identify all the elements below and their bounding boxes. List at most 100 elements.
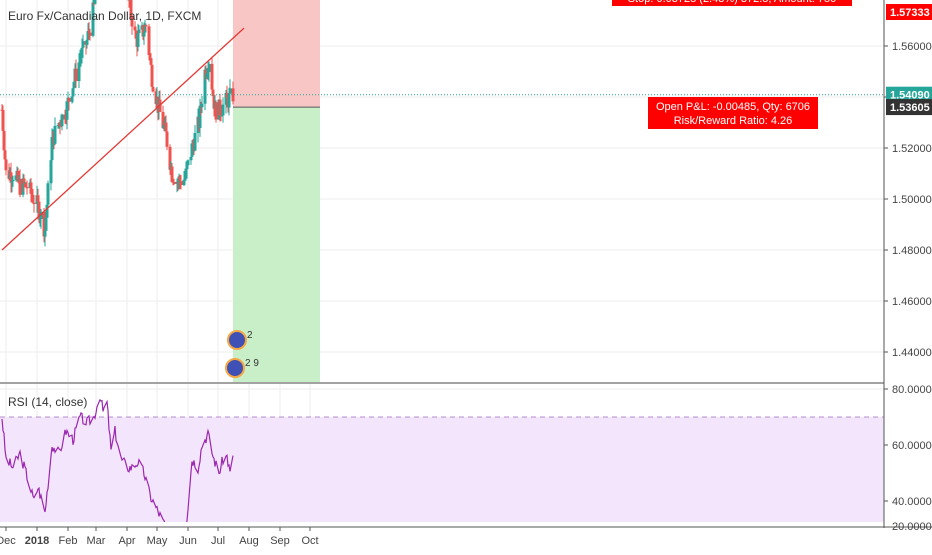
candle-body <box>37 201 41 220</box>
candle-body <box>22 178 26 185</box>
candle-body <box>231 88 235 102</box>
candle-body <box>147 26 151 55</box>
event-badge-icon[interactable] <box>225 358 245 378</box>
x-tick-label: Feb <box>59 535 78 547</box>
candle-body <box>49 160 53 184</box>
rsi-title: RSI (14, close) <box>8 395 87 409</box>
candle-body <box>86 31 90 40</box>
x-tick-label: 2018 <box>25 535 49 547</box>
candle-body <box>165 131 169 147</box>
candle-body <box>129 0 133 17</box>
event-badge-icon[interactable] <box>227 330 247 350</box>
y-tick-label: 1.46000 <box>892 296 932 308</box>
price-label: 1.53605 <box>890 102 930 114</box>
candle-body <box>141 25 145 37</box>
candle-body <box>87 31 91 33</box>
candle-body <box>64 119 68 121</box>
event-badge-label: 2 9 <box>245 358 259 369</box>
candle-body <box>29 182 33 194</box>
candle-body <box>225 92 229 98</box>
x-tick-label: Dec <box>0 535 16 547</box>
candle-body <box>45 204 49 218</box>
candle-body <box>207 63 211 73</box>
candle-body <box>81 41 85 48</box>
candle-body <box>42 211 46 237</box>
candle-body <box>25 187 29 189</box>
candle-body <box>179 181 183 186</box>
candle-body <box>190 143 194 157</box>
candle-body <box>10 181 14 183</box>
candle-body <box>72 81 76 89</box>
candle-body <box>14 175 18 180</box>
rsi-line <box>1 398 234 522</box>
candle-body <box>182 179 186 186</box>
x-tick-label: May <box>147 535 168 547</box>
candle-body <box>80 47 84 58</box>
candle-body <box>30 193 34 197</box>
candle-body <box>74 68 78 82</box>
candle-body <box>150 64 154 87</box>
y-tick-label: 1.56000 <box>892 41 932 53</box>
candle-body <box>200 103 204 108</box>
y-tick-label: 1.50000 <box>892 194 932 206</box>
candle-body <box>161 111 165 129</box>
candle-body <box>203 69 207 104</box>
candle-body <box>24 183 28 188</box>
candle-body <box>218 99 222 116</box>
candle-body <box>211 89 215 95</box>
candle-body <box>224 92 228 105</box>
candle-body <box>32 202 36 204</box>
event-badge-label: 2 <box>247 330 253 341</box>
candle-body <box>79 57 83 60</box>
candle-body <box>11 179 15 182</box>
stop-label: Stop: 0.03728 (2.43%) 372.8, Amount: 750 <box>628 0 837 5</box>
chart-title: Euro Fx/Canadian Dollar, 1D, FXCM <box>8 9 201 23</box>
trendline[interactable] <box>1 27 245 251</box>
candle-body <box>88 32 92 36</box>
candle-body <box>46 183 50 205</box>
candle-body <box>59 126 63 128</box>
candle-body <box>220 115 224 117</box>
candle-body <box>36 195 40 202</box>
candle-body <box>58 122 62 127</box>
candle-body <box>212 94 216 109</box>
stop-zone <box>233 0 320 108</box>
price-label-box <box>886 86 932 103</box>
candle-body <box>151 86 155 92</box>
pnl-label: Open P&L: -0.00485, Qty: 6706 <box>656 101 810 113</box>
candle-body <box>168 146 172 170</box>
candle-body <box>136 33 140 47</box>
candle-body <box>206 72 210 74</box>
candle-body <box>142 32 146 37</box>
candle-body <box>175 181 179 184</box>
x-tick-label: Jul <box>211 535 225 547</box>
target-zone <box>233 107 320 382</box>
candle-body <box>198 105 202 129</box>
candle-body <box>63 114 67 120</box>
candle-body <box>85 39 89 45</box>
candle-body <box>21 178 25 195</box>
candle-body <box>162 125 166 129</box>
x-tick-label: Aug <box>239 535 259 547</box>
candle-body <box>50 137 54 161</box>
candle-body <box>137 29 141 34</box>
candle-body <box>38 219 42 221</box>
candle-body <box>204 69 208 77</box>
candle-body <box>143 25 147 33</box>
price-label: 1.57333 <box>890 7 930 19</box>
candle-body <box>9 172 13 183</box>
candlestick-series <box>0 0 235 247</box>
candle-body <box>16 170 20 182</box>
candle-body <box>183 178 187 180</box>
candle-body <box>4 159 8 171</box>
candle-body <box>44 217 48 231</box>
candle-body <box>67 98 71 102</box>
candle-body <box>77 62 81 82</box>
candle-body <box>56 125 60 127</box>
price-label: 1.54090 <box>890 90 930 102</box>
candle-body <box>172 182 176 184</box>
x-tick-label: Mar <box>87 535 106 547</box>
candle-body <box>3 150 7 160</box>
